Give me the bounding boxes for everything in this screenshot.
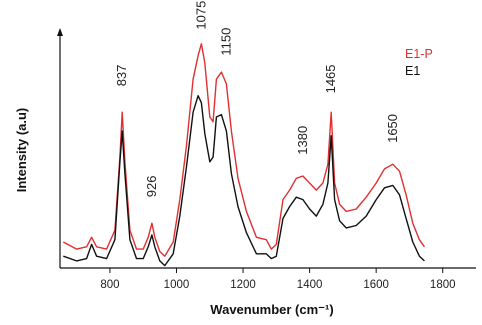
- x-tick-label: 1200: [230, 279, 256, 291]
- legend: E1-P E1: [405, 47, 433, 78]
- x-tick-label: 1000: [164, 279, 190, 291]
- peak-label-1650: 1650: [385, 114, 400, 143]
- series-group: [62, 43, 425, 267]
- axes: [57, 28, 476, 269]
- x-axis-label: Wavenumber (cm⁻¹): [210, 302, 333, 317]
- x-tick-label: 800: [100, 279, 119, 291]
- peak-label-1465: 1465: [323, 64, 338, 93]
- x-tick-label: 1800: [430, 279, 456, 291]
- y-axis-label: Intensity (a.u): [14, 108, 29, 193]
- peak-annotations: 837 926 1075 1150 1380 1465 1650: [114, 1, 400, 198]
- y-axis-arrow: [57, 28, 63, 36]
- legend-label-e1-p: E1-P: [405, 47, 433, 61]
- series-line-e1: [63, 94, 425, 267]
- x-ticks: 800 1000 1200 1400 1600 1800: [100, 268, 456, 291]
- peak-label-1380: 1380: [295, 126, 310, 155]
- x-tick-label: 1400: [297, 279, 323, 291]
- peak-label-1150: 1150: [218, 28, 233, 56]
- peak-label-837: 837: [114, 65, 129, 87]
- peak-label-926: 926: [144, 175, 159, 197]
- legend-label-e1: E1: [405, 64, 420, 78]
- x-tick-label: 1600: [363, 279, 389, 291]
- peak-label-1075: 1075: [193, 1, 208, 30]
- series-line-e1-p: [62, 43, 425, 257]
